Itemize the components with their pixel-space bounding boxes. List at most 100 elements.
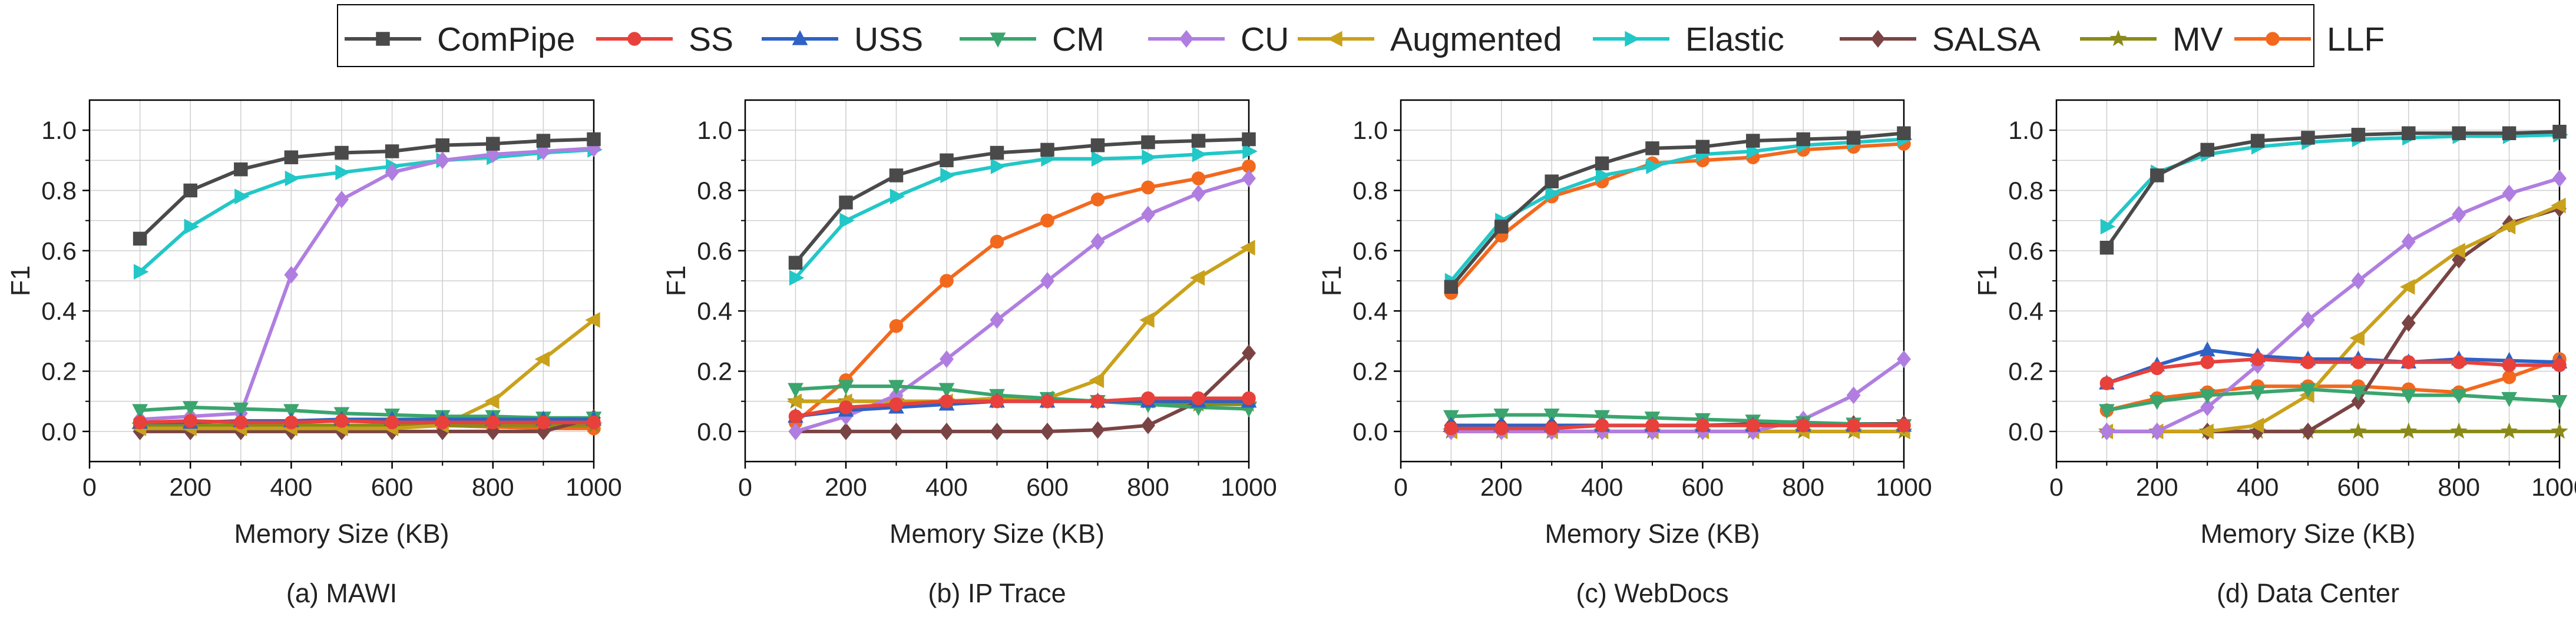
data-point-compipe [2402,126,2416,141]
data-point-llf [1090,193,1105,207]
y-tick-label: 0.0 [1353,418,1388,446]
series-compipe [2099,124,2567,255]
data-point-mv [2450,422,2468,439]
series-line-salsa [140,416,594,433]
legend-marker [1625,31,1640,47]
data-point-compipe [1695,140,1710,154]
data-point-compipe [839,195,853,210]
series-line-elastic [2105,132,2560,228]
data-point-cu [2452,205,2466,224]
data-point-cu [1141,205,1155,224]
legend-entry-compipe: ComPipe [345,21,575,58]
data-point-cu [1191,184,1206,203]
subplot-c-webdocs: 0 200 400 600 800 1000 0.0 0.2 0.4 0.6 0.8 1.0 Memor… [1317,99,1932,608]
series-line-ss [140,419,594,424]
data-point-augmented [585,312,600,328]
x-tick-label: 1000 [2531,473,2576,502]
data-point-compipe [2502,126,2517,141]
data-point-ss [1191,391,1206,406]
y-tick-label: 0.8 [697,177,732,205]
series-line-augmented [795,246,1250,403]
data-point-cm [283,404,299,419]
data-point-salsa [2301,422,2315,440]
data-point-ss [2502,358,2517,373]
series-line-ss [795,396,1249,419]
data-point-compipe [1846,131,1861,145]
data-point-cu [335,190,349,208]
data-point-elastic [1747,143,1762,160]
data-point-augmented [2551,197,2566,214]
legend-box [337,4,2314,67]
data-point-cu [2301,311,2315,329]
x-tick-label: 400 [2237,473,2279,502]
y-tick-label: 1.0 [41,117,77,145]
data-point-compipe [1444,280,1459,294]
data-point-ss [2452,355,2466,369]
data-point-ss [839,400,853,414]
data-point-augmented [2500,218,2516,235]
data-point-compipe [234,162,248,177]
data-point-compipe [2099,240,2114,255]
series-line-augmented [140,319,595,430]
data-point-compipe [2200,142,2214,157]
series-line-cu [2107,177,2560,433]
data-point-salsa [889,422,904,440]
y-tick-label: 0.6 [2008,237,2043,266]
data-point-cm [1493,409,1510,424]
y-tick-label: 0.4 [2008,297,2043,326]
data-point-compipe [435,138,449,152]
data-point-cm [2300,383,2316,399]
legend-entry-cm: CM [960,21,1105,58]
x-tick-label: 400 [1581,473,1623,502]
data-point-cm [132,404,148,419]
data-point-augmented [2248,417,2264,433]
subplot-caption: (a) MAWI [286,578,397,608]
y-tick-label: 0.2 [2008,358,2043,386]
x-tick-label: 600 [1682,473,1724,502]
data-point-elastic [1545,185,1561,201]
data-point-compipe [2301,131,2315,145]
data-point-elastic [1242,143,1258,160]
x-tick-label: 1000 [566,473,622,502]
data-point-elastic [335,164,350,181]
data-point-cu [788,422,803,440]
y-tick-label: 0.6 [41,237,77,266]
series-elastic [133,142,603,280]
series-line-elastic [138,148,594,273]
series-cu [2099,170,2567,440]
series-line-cm [795,384,1249,411]
legend-marker [990,32,1006,48]
series-line-compipe [138,137,594,240]
y-tick-label: 0.6 [697,237,732,266]
data-point-cu [385,163,399,181]
series-cm [132,401,602,427]
data-point-cm [2350,386,2366,402]
data-point-augmented [1240,240,1255,256]
y-tick-label: 0.6 [1353,237,1388,266]
series-elastic [2100,127,2568,235]
data-point-cu [435,151,450,170]
series-line-compipe [1450,131,1904,288]
series-ss [788,391,1256,423]
data-point-cu [1090,233,1105,251]
data-point-cu [990,311,1004,329]
data-point-mv [2551,422,2568,439]
data-point-ss [1796,418,1810,433]
x-tick-label: 400 [270,473,313,502]
legend-label: SS [689,21,733,58]
data-point-compipe [2250,134,2265,148]
y-tick-label: 0.4 [41,297,77,326]
data-point-ss [1545,421,1559,436]
data-point-compipe [587,132,601,147]
data-point-cm [838,380,854,395]
subplot-caption: (d) Data Center [2217,578,2399,608]
data-point-llf [889,319,904,333]
data-point-llf [1141,180,1155,195]
data-point-elastic [1142,149,1157,165]
x-tick-label: 800 [472,473,514,502]
legend-label: LLF [2327,21,2385,58]
series-group [786,132,1258,440]
y-tick-label: 0.2 [1353,358,1388,386]
series-line-cu [795,177,1249,433]
series-compipe [788,132,1256,270]
